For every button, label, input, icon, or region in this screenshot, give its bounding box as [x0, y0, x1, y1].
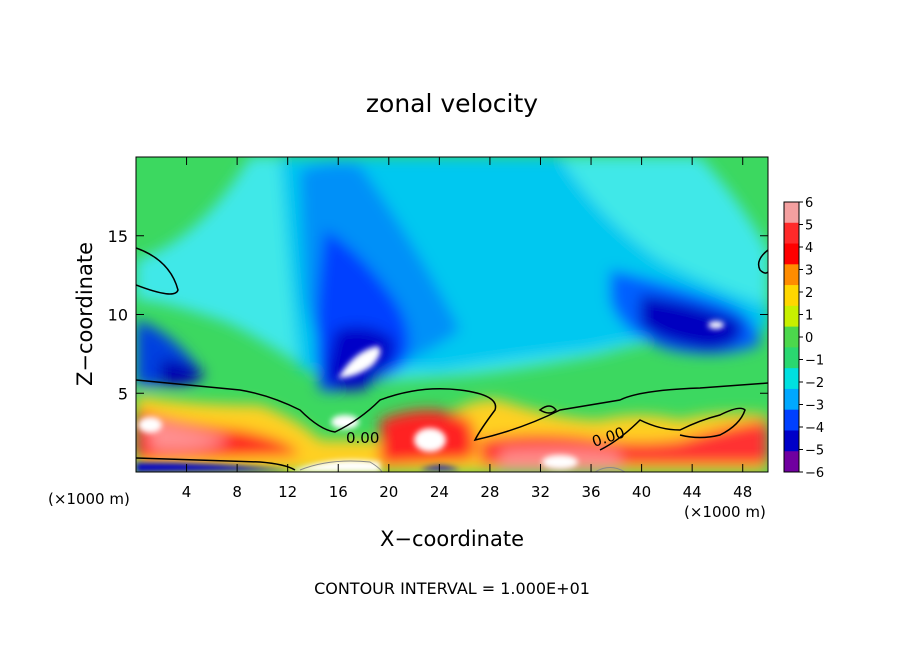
x-tick-label: 28 [480, 483, 499, 501]
colorbar-label: 1 [805, 309, 813, 324]
x-tick-label: 16 [329, 483, 348, 501]
heatmap-field [136, 157, 768, 472]
colorbar-label: 4 [805, 241, 813, 256]
y-tick-label: 15 [108, 227, 128, 246]
colorbar-label: −4 [805, 421, 824, 436]
y-axis-label: Z−coordinate [73, 242, 97, 386]
y-axis: 5 10 15 [108, 227, 768, 403]
x-tick-label: 48 [733, 483, 752, 501]
colorbar-swatch [784, 451, 799, 473]
colorbar-swatch [784, 388, 799, 411]
x-unit-left: (×1000 m) [48, 490, 130, 508]
colorbar-label: −2 [805, 376, 824, 391]
x-tick-label: 44 [683, 483, 702, 501]
colorbar-swatch [784, 430, 799, 452]
y-tick-label: 10 [108, 306, 128, 325]
x-tick-label: 20 [379, 483, 398, 501]
colorbar-label: −6 [805, 466, 824, 481]
colorbar-label: 0 [805, 331, 813, 346]
x-tick-label: 32 [531, 483, 550, 501]
x-tick-label: 40 [632, 483, 651, 501]
x-tick-label: 36 [581, 483, 600, 501]
x-axis: 4 8 12 16 20 24 28 32 36 40 44 48 [182, 157, 752, 501]
x-tick-label: 12 [278, 483, 297, 501]
colorbar-swatch [784, 202, 799, 224]
x-tick-label: 24 [430, 483, 449, 501]
colorbar-label: −3 [805, 399, 824, 414]
colorbar-swatch [784, 409, 799, 431]
colorbar-swatch [784, 326, 799, 348]
colorbar-swatch [784, 264, 799, 286]
colorbar-swatch [784, 305, 799, 328]
contour-interval: CONTOUR INTERVAL = 1.000E+01 [314, 579, 590, 598]
colorbar-swatch [784, 285, 799, 307]
x-axis-label: X−coordinate [380, 527, 524, 551]
y-tick-label: 5 [118, 384, 128, 403]
colorbar-swatch [784, 368, 799, 390]
x-unit-right: (×1000 m) [684, 503, 766, 521]
chart-title: zonal velocity [366, 89, 538, 118]
contour-label: 0.00 [346, 429, 379, 447]
colorbar-label: −5 [805, 444, 824, 459]
colorbar-label: −1 [805, 354, 824, 369]
colorbar-label: 6 [805, 196, 813, 211]
colorbar-label: 5 [805, 219, 813, 234]
colorbar-swatch [784, 347, 799, 369]
x-tick-label: 8 [232, 483, 242, 501]
x-tick-label: 4 [182, 483, 192, 501]
colorbar: 6 5 4 3 2 1 0 −1 −2 −3 −4 −5 −6 [783, 196, 824, 481]
colorbar-swatch [784, 243, 799, 265]
colorbar-swatch [784, 222, 799, 245]
colorbar-label: 2 [805, 286, 813, 301]
thin-contours [299, 460, 626, 472]
contour-lines [136, 247, 768, 471]
colorbar-label: 3 [805, 264, 813, 279]
